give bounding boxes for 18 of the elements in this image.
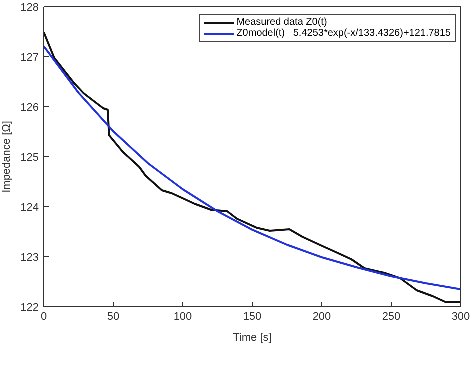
- y-tick-label: 123: [20, 252, 39, 264]
- x-axis-title: Time [s]: [233, 332, 272, 344]
- x-tick-label: 300: [452, 310, 470, 323]
- y-tick-label: 124: [20, 202, 39, 214]
- y-tick-label: 122: [20, 302, 39, 314]
- x-tick-label: 100: [174, 310, 192, 323]
- x-tick-label: 150: [243, 310, 262, 323]
- y-axis-title: Impedance [Ω]: [0, 121, 13, 193]
- legend-label: Measured data Z0(t): [236, 17, 328, 28]
- x-tick-label: 0: [40, 310, 48, 323]
- x-tick-label: 50: [107, 310, 120, 323]
- x-tick-label: 200: [312, 310, 332, 323]
- y-tick-label: 126: [20, 102, 39, 114]
- y-tick-label: 127: [20, 52, 39, 64]
- legend-label: Z0model(t) 5.4253*exp(-x/133.4326)+121.7815: [236, 28, 451, 39]
- x-tick-label: 250: [382, 310, 401, 323]
- y-tick-label: 128: [20, 2, 39, 14]
- y-tick-label: 125: [20, 152, 39, 164]
